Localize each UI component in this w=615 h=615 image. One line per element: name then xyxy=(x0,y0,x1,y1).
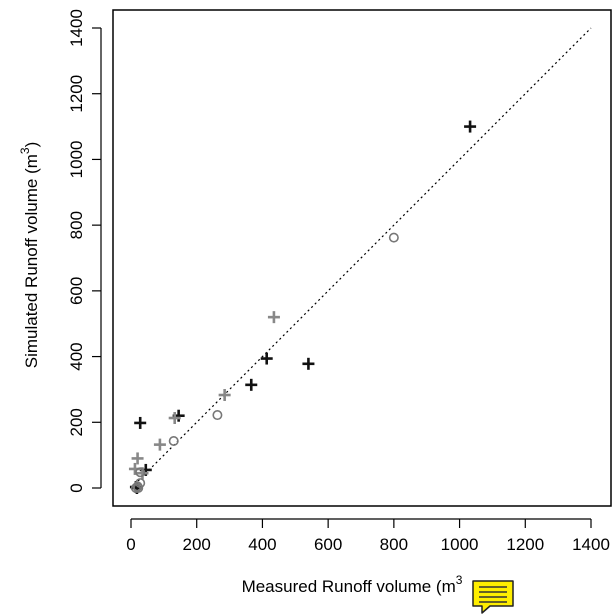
x-tick-label: 1200 xyxy=(506,535,544,554)
y-tick-label: 1400 xyxy=(67,9,86,47)
reference-line xyxy=(130,27,592,489)
x-tick-label: 0 xyxy=(126,535,135,554)
data-point-circle xyxy=(388,232,399,243)
plot-frame xyxy=(112,9,612,507)
x-axis: 0 200 400 600 800 1000 1200 1400 xyxy=(126,518,610,554)
y-tick-label: 800 xyxy=(67,211,86,239)
data-point-plus xyxy=(302,357,315,370)
data-point-plus xyxy=(245,378,258,391)
y-tick-label: 600 xyxy=(67,277,86,305)
y-tick-label: 400 xyxy=(67,342,86,370)
data-point-plus xyxy=(131,452,144,465)
x-tick-label: 600 xyxy=(314,535,342,554)
data-point-plus xyxy=(464,120,477,133)
x-tick-label: 1000 xyxy=(441,535,479,554)
data-point-plus xyxy=(168,412,181,425)
data-points xyxy=(128,120,477,494)
x-tick-label: 800 xyxy=(380,535,408,554)
data-point-plus xyxy=(218,389,231,402)
y-tick-label: 1200 xyxy=(67,75,86,113)
y-tick-label: 0 xyxy=(67,483,86,492)
data-point-circle xyxy=(168,436,179,447)
data-point-plus xyxy=(267,311,280,324)
x-tick-label: 200 xyxy=(183,535,211,554)
data-point-circle xyxy=(135,467,146,478)
x-tick-label: 1400 xyxy=(572,535,610,554)
data-point-plus xyxy=(260,352,273,365)
y-tick-label: 200 xyxy=(67,408,86,436)
x-tick-label: 400 xyxy=(248,535,276,554)
note-icon[interactable] xyxy=(470,578,516,615)
data-point-circle xyxy=(133,482,144,493)
y-tick-label: 1000 xyxy=(67,141,86,179)
y-axis-title: Simulated Runoff volume (m3) xyxy=(18,142,41,369)
x-axis-title: Measured Runoff volume (m3 xyxy=(242,573,463,596)
y-axis: 0 200 400 600 800 1000 1200 1400 xyxy=(67,9,102,493)
data-point-circle xyxy=(212,410,223,421)
data-point-plus xyxy=(153,438,166,451)
data-point-plus xyxy=(134,416,147,429)
